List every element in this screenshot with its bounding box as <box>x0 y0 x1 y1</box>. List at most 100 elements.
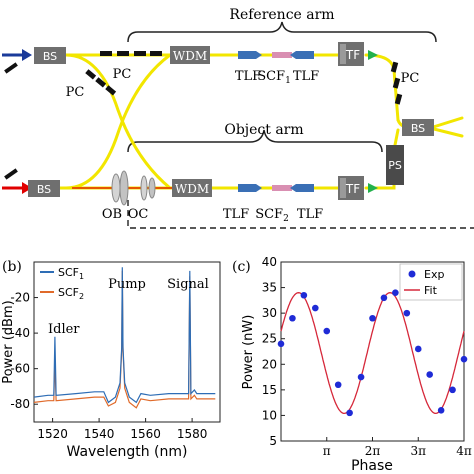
oc-label: OC <box>128 207 149 222</box>
scf2-label: SCF2 <box>255 207 289 224</box>
output-arrow-top <box>368 50 378 60</box>
object-arm-label: Object arm <box>224 122 303 138</box>
panel-c: (c) Power (nW) Phase π 2π 3π 4π 5 10 15 20 25 30 3… <box>232 255 472 474</box>
wdm-box-bottom <box>172 179 212 197</box>
y-tick-label: 5 <box>269 434 277 448</box>
pc-diagonal <box>85 69 117 96</box>
fit-curve <box>280 292 465 415</box>
scf1-label: SCF1 <box>257 69 291 86</box>
exp-point <box>426 371 433 378</box>
pump-arrowhead <box>22 182 32 194</box>
panel-b-series <box>33 267 216 409</box>
tlf-label-top-left: TLF <box>235 69 261 84</box>
panel-c-label: (c) <box>232 259 251 275</box>
x-tick-label: 1520 <box>37 427 68 441</box>
reference-arm-bracket <box>127 21 437 43</box>
exp-point <box>380 294 388 302</box>
y-tick-label: 35 <box>262 281 277 295</box>
legend-label-exp: Exp <box>424 268 444 281</box>
panel-c-series <box>277 289 468 417</box>
x-tick-label: 3π <box>410 444 426 458</box>
objective-lens <box>111 170 129 206</box>
exp-point <box>312 304 319 312</box>
bs-label-top: BS <box>43 50 57 63</box>
bs-box-bottom <box>28 180 60 197</box>
exp-point <box>277 340 285 348</box>
scf2-sub: 2 <box>283 214 289 224</box>
exp-point <box>334 381 342 389</box>
panel-b-xlabel: Wavelength (nm) <box>67 444 188 460</box>
y-tick-label: 20 <box>262 357 277 371</box>
pc-label-top: PC <box>113 67 132 82</box>
panel-b: (b) Power (dBm) Wavelength (nm) 1520 1540… <box>1 259 221 460</box>
legend-box <box>399 263 463 301</box>
legend-marker-exp <box>408 270 416 278</box>
legend-scf1-sub: 1 <box>79 272 84 281</box>
annotation-idler: Idler <box>48 322 80 337</box>
panel-c-axes: π 2π 3π 4π 5 10 15 20 25 30 35 40 <box>262 255 472 458</box>
panel-b-legend: SCF1 SCF2 <box>40 266 84 301</box>
pc-right <box>390 61 403 105</box>
y-tick-label: -20 <box>10 291 30 305</box>
tf-box-top-face <box>340 44 346 64</box>
bs-label-right: BS <box>411 122 425 135</box>
exp-point <box>392 289 399 296</box>
bs-box-top <box>34 47 66 64</box>
exp-point <box>414 345 422 353</box>
x-tick-label: 2π <box>365 444 381 458</box>
panel-c-ylabel: Power (nW) <box>241 315 256 390</box>
y-tick-label: 30 <box>262 306 277 320</box>
annotation-signal: Signal <box>167 277 209 292</box>
legend-scf1-name: SCF <box>58 266 79 279</box>
series-line-scf1 <box>33 267 216 404</box>
exp-point <box>323 327 331 335</box>
ob-label: OB <box>102 207 122 222</box>
annotation-pump: Pump <box>108 277 146 292</box>
tlf-label-bottom-right: TLF <box>297 207 323 222</box>
bs-box-right <box>402 119 434 136</box>
pc-label-right: PC <box>401 71 420 86</box>
legend-label-scf1: SCF1 <box>58 266 84 281</box>
legend-scf2-name: SCF <box>58 286 79 299</box>
legend-scf2-sub: 2 <box>79 292 84 301</box>
exp-point <box>437 407 445 414</box>
wdm-label-bottom: WDM <box>175 182 209 196</box>
wdm-label-top: WDM <box>173 49 207 63</box>
reference-arm-label: Reference arm <box>229 7 334 23</box>
y-tick-label: 15 <box>262 383 277 397</box>
wdm-box-top <box>170 46 210 64</box>
exp-point <box>346 409 353 417</box>
ps-box <box>386 145 404 185</box>
exp-point <box>369 314 376 322</box>
tf-box-bottom-face <box>340 178 346 198</box>
tlf-scf-chain-top <box>238 51 314 59</box>
exp-point <box>403 309 411 317</box>
x-tick-label: 1580 <box>177 427 208 441</box>
x-tick-label: 1540 <box>84 427 115 441</box>
exp-point <box>357 373 365 381</box>
y-tick-label: -80 <box>10 397 30 411</box>
panel-b-label: (b) <box>2 259 22 275</box>
exp-point <box>460 355 468 363</box>
panel-b-ylabel: Power (dBm) <box>1 300 16 383</box>
exp-point <box>300 291 308 299</box>
panel-c-xlabel: Phase <box>351 458 393 474</box>
x-tick-label: 4π <box>456 444 472 458</box>
panel-b-axes: 1520 1540 1560 1580 -80 -60 -40 -20 <box>10 291 207 441</box>
panel-b-frame <box>33 261 221 423</box>
schematic: Reference arm Object arm BS <box>2 7 474 229</box>
x-tick-label: π <box>323 444 331 458</box>
optical-cell <box>140 175 156 201</box>
bs-label-bottom: BS <box>37 183 51 196</box>
y-tick-label: -60 <box>10 362 30 376</box>
mirror-bottom <box>4 168 18 180</box>
tlf-label-bottom-left: TLF <box>223 207 249 222</box>
pc-top <box>100 51 162 56</box>
ps-label: PS <box>388 159 402 172</box>
y-tick-label: -40 <box>10 326 30 340</box>
output-arrow-bottom <box>368 183 378 193</box>
scf2-name: SCF <box>255 207 283 222</box>
y-tick-label: 40 <box>262 255 277 269</box>
y-tick-label: 25 <box>262 332 277 346</box>
